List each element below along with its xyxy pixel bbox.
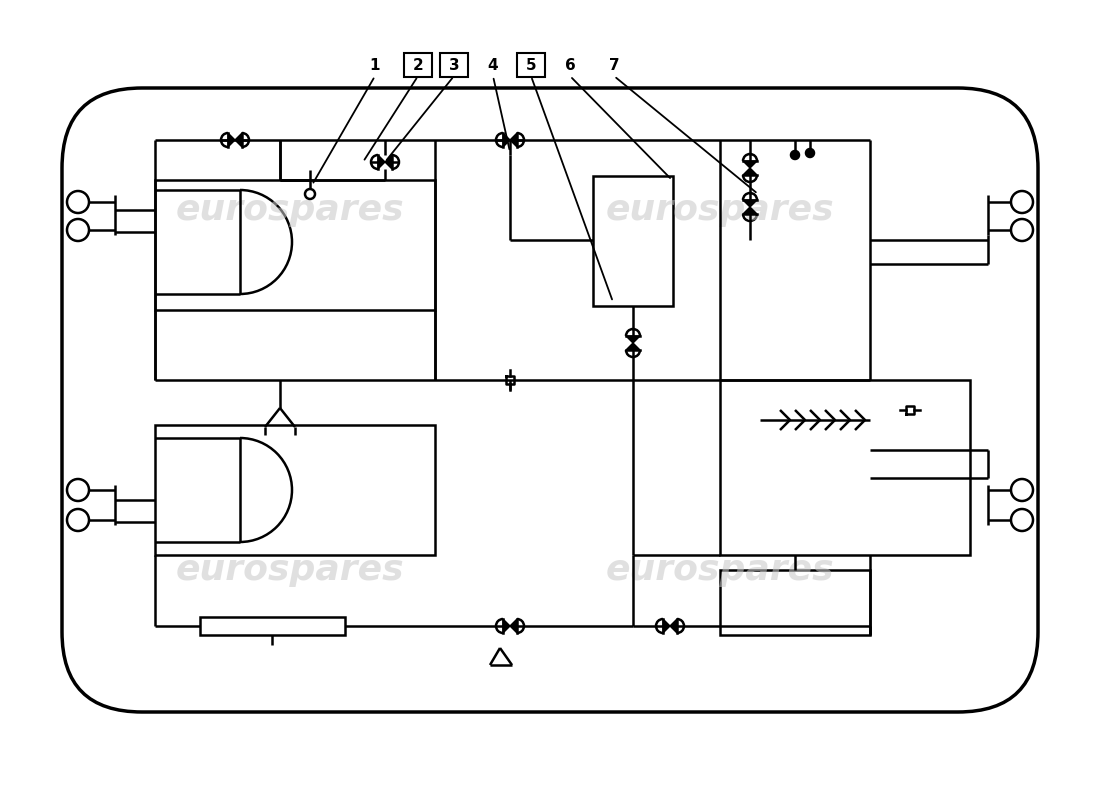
Bar (155, 425, 434, 555)
Circle shape (67, 509, 89, 531)
Text: 5: 5 (526, 58, 537, 73)
Circle shape (305, 189, 315, 199)
Polygon shape (378, 155, 385, 169)
Polygon shape (626, 343, 640, 350)
Polygon shape (742, 161, 757, 168)
FancyBboxPatch shape (517, 53, 544, 77)
Bar (720, 570, 870, 635)
Circle shape (1011, 191, 1033, 213)
Polygon shape (228, 133, 235, 147)
Polygon shape (742, 168, 757, 175)
Text: 1: 1 (370, 58, 381, 73)
Bar (200, 617, 345, 635)
Polygon shape (510, 619, 517, 633)
Polygon shape (503, 133, 510, 147)
Circle shape (67, 191, 89, 213)
Polygon shape (670, 619, 676, 633)
Bar (155, 180, 434, 310)
Polygon shape (235, 133, 242, 147)
Text: eurospares: eurospares (606, 193, 834, 227)
Text: 2: 2 (412, 58, 424, 73)
Circle shape (1011, 479, 1033, 501)
Polygon shape (663, 619, 670, 633)
Circle shape (1011, 509, 1033, 531)
Polygon shape (742, 200, 757, 207)
Text: 6: 6 (564, 58, 575, 73)
Polygon shape (503, 619, 510, 633)
FancyBboxPatch shape (404, 53, 432, 77)
Polygon shape (385, 155, 392, 169)
Circle shape (791, 151, 799, 159)
Polygon shape (742, 207, 757, 214)
Circle shape (67, 219, 89, 241)
Text: 4: 4 (487, 58, 498, 73)
Bar (720, 380, 970, 555)
FancyBboxPatch shape (440, 53, 467, 77)
Text: 3: 3 (449, 58, 460, 73)
FancyBboxPatch shape (62, 88, 1038, 712)
Circle shape (1011, 219, 1033, 241)
Bar (593, 176, 673, 306)
Text: eurospares: eurospares (176, 553, 405, 587)
Text: 7: 7 (608, 58, 619, 73)
Text: eurospares: eurospares (606, 553, 834, 587)
Text: eurospares: eurospares (176, 193, 405, 227)
Circle shape (806, 149, 814, 157)
Polygon shape (510, 133, 517, 147)
Polygon shape (626, 336, 640, 343)
Circle shape (67, 479, 89, 501)
